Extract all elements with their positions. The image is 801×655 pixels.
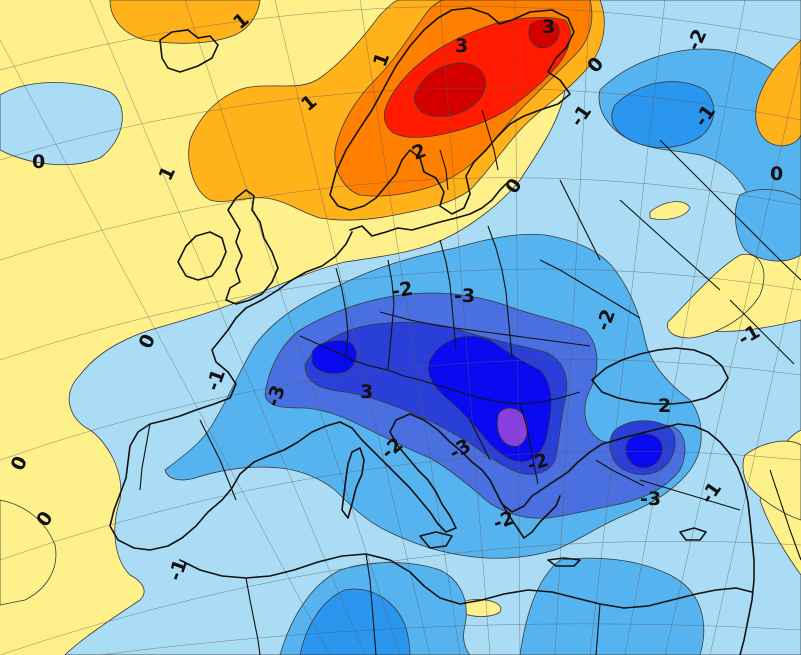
region-minus3-turkey — [625, 433, 663, 469]
border-line — [469, 419, 491, 461]
meridian-line — [514, 0, 521, 655]
border-line — [419, 379, 581, 405]
national-borders — [139, 109, 801, 655]
region-minus1-5-east — [611, 81, 714, 148]
border-line — [365, 553, 377, 655]
greece-coast — [499, 495, 561, 539]
border-line — [245, 577, 261, 655]
contour-label: 2 — [658, 395, 671, 417]
region-minus0-5-atlantic-west — [0, 82, 123, 166]
continental-coast-west — [109, 231, 353, 551]
black-sea-coast — [591, 347, 729, 405]
border-line — [539, 259, 641, 319]
contour-label: 3 — [360, 381, 373, 403]
border-line — [199, 419, 237, 501]
border-line — [639, 479, 741, 511]
parallel-line — [0, 359, 801, 461]
contour-label: -3 — [640, 488, 661, 510]
sicily-coast — [419, 531, 453, 549]
border-line — [559, 179, 601, 261]
meridian-line — [439, 0, 491, 655]
region-minus3-5-core — [497, 407, 528, 447]
border-line — [729, 299, 795, 365]
contour-label: 0 — [770, 163, 783, 185]
border-line — [335, 267, 349, 357]
ireland-coast — [177, 231, 227, 281]
meridian-line — [554, 0, 591, 655]
border-line — [487, 225, 513, 359]
contour-label: -2 — [390, 278, 415, 303]
cyprus-coast — [679, 527, 707, 541]
contour-label: 3 — [542, 16, 555, 38]
region-minus1-5-africa — [299, 588, 411, 655]
border-line — [595, 459, 645, 487]
meridian-line — [0, 39, 331, 655]
meridian-line — [589, 0, 666, 655]
adriatic-balkan-coast — [409, 413, 739, 513]
border-line — [439, 149, 449, 191]
border-line — [769, 469, 801, 561]
crete-coast — [547, 557, 581, 567]
contour-label: 3 — [455, 35, 468, 57]
region-plus0-5-east-small — [649, 201, 691, 220]
region-plus3-north — [528, 19, 560, 49]
meridian-line — [624, 0, 746, 655]
region-plus0-5-east-patch — [667, 253, 765, 339]
parallel-line — [0, 540, 801, 655]
meridian-line — [274, 0, 431, 655]
border-line — [139, 423, 151, 491]
meridian-line — [664, 59, 801, 655]
border-line — [595, 603, 601, 655]
border-line — [619, 199, 721, 291]
parallel-line — [0, 6, 801, 71]
parallel-line — [0, 268, 801, 361]
region-minus1-east2 — [735, 189, 801, 262]
scandinavia-coast — [329, 7, 575, 215]
border-line — [481, 109, 499, 171]
border-line — [519, 403, 539, 485]
region-plus3-core — [414, 62, 486, 117]
border-line — [379, 311, 591, 347]
coastlines — [109, 7, 755, 655]
border-line — [659, 139, 801, 281]
meridian-line — [89, 0, 366, 655]
border-line — [439, 239, 457, 351]
region-plus0-5-levant — [742, 440, 801, 521]
corsica-sardinia-coast — [341, 447, 365, 519]
region-minus3-west — [311, 340, 357, 374]
levant-coast — [737, 467, 755, 655]
parallel-line — [0, 177, 801, 261]
parallel-line — [99, 623, 801, 655]
contour-label: -3 — [454, 285, 475, 307]
region-plus1-east-edge — [755, 39, 801, 147]
great-britain-coast — [225, 189, 279, 305]
region-plus0-5-southwest — [0, 499, 57, 606]
meridian-line — [709, 249, 801, 655]
contour-label: 0 — [32, 151, 45, 173]
baltic-coast — [349, 181, 509, 237]
border-line — [299, 335, 421, 381]
meridian-line — [184, 0, 401, 655]
parallel-line — [0, 87, 801, 161]
iceland-coast — [159, 29, 219, 73]
italy-coast — [339, 413, 457, 533]
parallel-line — [0, 450, 801, 561]
north-africa-coast — [179, 553, 753, 609]
region-plus1-northwest — [109, 0, 261, 44]
